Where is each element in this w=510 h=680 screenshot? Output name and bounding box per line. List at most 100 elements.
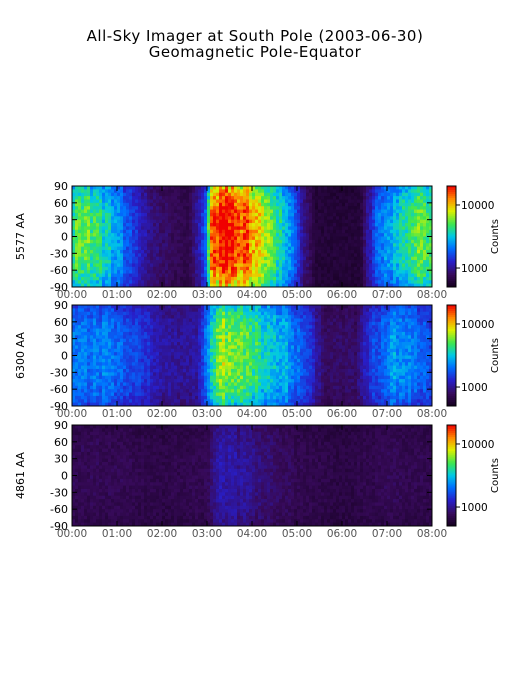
heatmap-cell: [357, 233, 361, 237]
heatmap-cell: [429, 260, 433, 264]
heatmap-cell: [243, 276, 247, 281]
heatmap-cell: [114, 331, 118, 336]
heatmap-cell: [153, 280, 157, 285]
heatmap-cell: [111, 189, 115, 194]
heatmap-cell: [102, 229, 106, 234]
heatmap-cell: [129, 382, 133, 387]
heatmap-cell: [288, 276, 292, 281]
heatmap-cell: [96, 352, 100, 356]
heatmap-cell: [132, 342, 136, 346]
heatmap-cell: [360, 223, 364, 227]
heatmap-cell: [426, 226, 430, 231]
heatmap-cell: [204, 276, 208, 281]
heatmap-cell: [402, 219, 406, 224]
heatmap-cell: [183, 338, 187, 343]
heatmap-cell: [228, 186, 232, 190]
heatmap-cell: [366, 189, 370, 194]
heatmap-cell: [147, 335, 151, 340]
heatmap-cell: [78, 283, 82, 288]
heatmap-cell: [342, 246, 346, 251]
heatmap-cell: [84, 260, 88, 264]
x-tick-label: 07:00: [372, 289, 402, 301]
heatmap-cell: [279, 226, 283, 231]
heatmap-cell: [360, 209, 364, 214]
heatmap-cell: [318, 253, 322, 258]
heatmap-cell: [219, 196, 223, 200]
heatmap-cell: [78, 365, 82, 370]
heatmap-cell: [129, 331, 133, 336]
heatmap-cell: [219, 186, 223, 190]
heatmap-cell: [294, 276, 298, 281]
heatmap-cell: [201, 266, 205, 271]
heatmap-cell: [414, 266, 418, 271]
heatmap-cell: [204, 239, 208, 244]
heatmap-cell: [348, 206, 352, 210]
heatmap-cell: [384, 223, 388, 227]
heatmap-cell: [276, 192, 280, 197]
heatmap-cell: [267, 196, 271, 200]
heatmap-cell: [96, 209, 100, 214]
heatmap-cell: [426, 253, 430, 258]
heatmap-cell: [393, 263, 397, 268]
heatmap-cell: [381, 256, 385, 261]
heatmap-cell: [324, 249, 328, 254]
heatmap-cell: [249, 196, 253, 200]
heatmap-cell: [126, 192, 130, 197]
heatmap-cell: [408, 219, 412, 224]
heatmap-cell: [345, 276, 349, 281]
heatmap-cell: [267, 236, 271, 241]
heatmap-cell: [321, 229, 325, 234]
heatmap-cell: [225, 199, 229, 204]
heatmap-cell: [204, 283, 208, 288]
heatmap-cell: [264, 253, 268, 258]
heatmap-cell: [144, 382, 148, 387]
heatmap-cell: [72, 196, 76, 200]
heatmap-cell: [201, 236, 205, 241]
heatmap-cell: [177, 389, 181, 393]
heatmap-cell: [267, 246, 271, 251]
heatmap-cell: [177, 382, 181, 387]
heatmap-cell: [153, 395, 157, 400]
heatmap-cell: [234, 212, 238, 217]
heatmap-cell: [180, 315, 184, 319]
heatmap-cell: [183, 263, 187, 268]
heatmap-cell: [240, 280, 244, 285]
heatmap-cell: [222, 223, 226, 227]
heatmap-cell: [303, 263, 307, 268]
heatmap-cell: [168, 229, 172, 234]
heatmap-cell: [84, 352, 88, 356]
heatmap-cell: [279, 266, 283, 271]
heatmap-cell: [165, 189, 169, 194]
heatmap-cell: [159, 266, 163, 271]
heatmap-cell: [180, 209, 184, 214]
heatmap-cell: [126, 229, 130, 234]
heatmap-cell: [387, 270, 391, 274]
heatmap-cell: [108, 223, 112, 227]
heatmap-cell: [249, 186, 253, 190]
heatmap-cell: [81, 331, 85, 336]
heatmap-cell: [192, 392, 196, 397]
heatmap-cell: [303, 253, 307, 258]
heatmap-cell: [312, 243, 316, 247]
heatmap-cell: [273, 253, 277, 258]
heatmap-cell: [366, 270, 370, 274]
heatmap-cell: [126, 338, 130, 343]
heatmap-cell: [105, 192, 109, 197]
heatmap-cell: [162, 249, 166, 254]
heatmap-cell: [162, 362, 166, 366]
heatmap-cell: [321, 243, 325, 247]
heatmap-cell: [243, 219, 247, 224]
heatmap-cell: [429, 236, 433, 241]
heatmap-cell: [306, 256, 310, 261]
heatmap-cell: [99, 273, 103, 278]
heatmap-cell: [381, 263, 385, 268]
heatmap-cell: [117, 226, 121, 231]
heatmap-cell: [198, 315, 202, 319]
heatmap-cell: [309, 253, 313, 258]
heatmap-cell: [318, 189, 322, 194]
heatmap-cell: [189, 273, 193, 278]
heatmap-cell: [402, 256, 406, 261]
heatmap-cell: [147, 192, 151, 197]
heatmap-cell: [102, 318, 106, 323]
heatmap-cell: [81, 276, 85, 281]
